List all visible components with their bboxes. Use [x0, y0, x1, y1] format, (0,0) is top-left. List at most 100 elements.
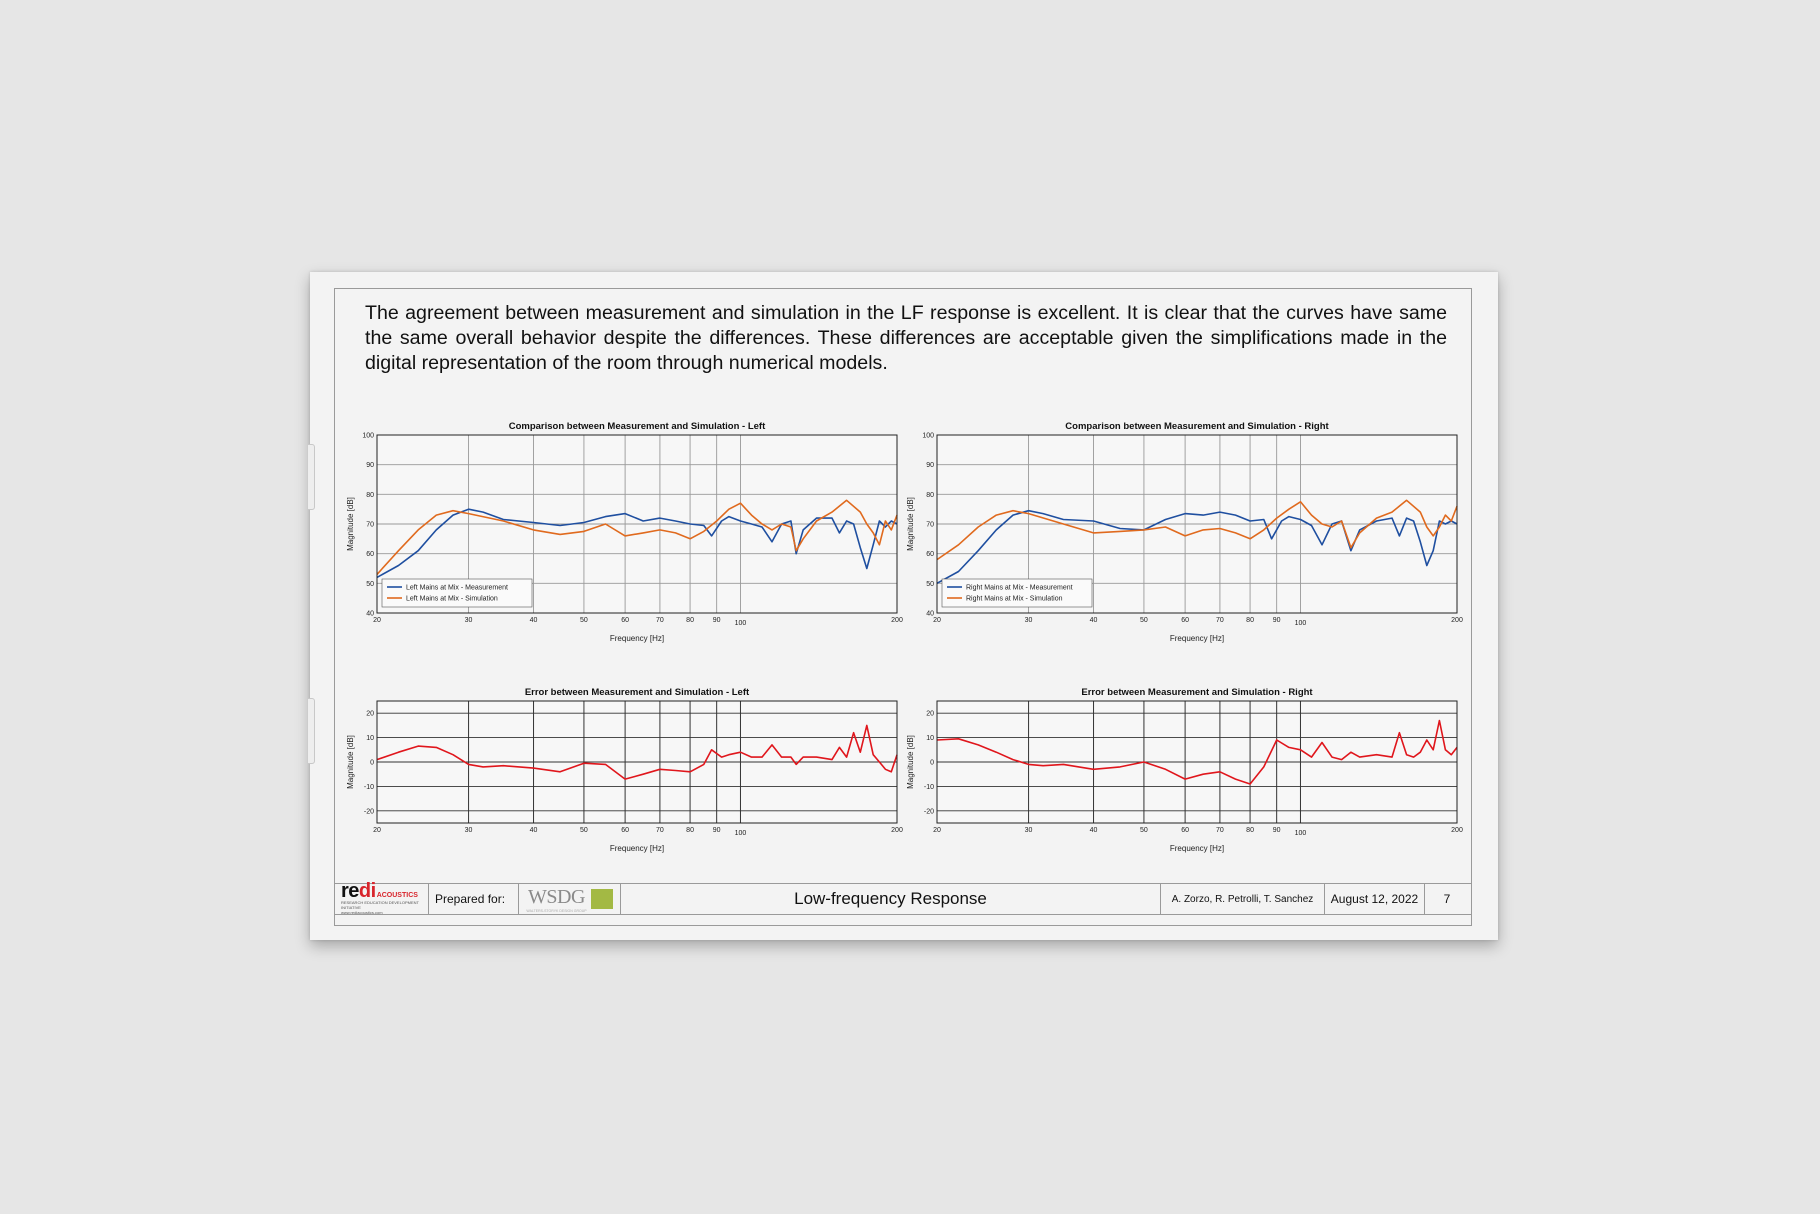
x-tick-label: 90 [713, 827, 721, 834]
prepared-for-label: Prepared for: [429, 884, 519, 914]
chart-title: Error between Measurement and Simulation… [525, 687, 750, 698]
y-tick-label: 70 [926, 522, 934, 529]
comparison-chart-left: Comparison between Measurement and Simul… [346, 421, 903, 643]
x-tick-label: 200 [891, 617, 903, 624]
chart-title: Error between Measurement and Simulation… [1081, 687, 1313, 698]
x-tick-label: 70 [656, 827, 664, 834]
series-line [936, 499, 1458, 561]
legend-box [941, 578, 1093, 608]
x-tick-label: 70 [1216, 827, 1224, 834]
series-line [936, 719, 1458, 785]
x-tick-label: 80 [1246, 827, 1254, 834]
footer-date: August 12, 2022 [1325, 884, 1425, 914]
plot-frame [376, 700, 898, 824]
x-tick-label: 100 [735, 830, 747, 837]
x-tick-label: 200 [891, 827, 903, 834]
legend-label: Left Mains at Mix - Simulation [406, 596, 498, 603]
x-tick-label: 50 [580, 617, 588, 624]
y-tick-label: 90 [926, 462, 934, 469]
y-tick-label: 20 [926, 711, 934, 718]
y-tick-label: 20 [366, 711, 374, 718]
report-page: The agreement between measurement and si… [308, 272, 1498, 940]
x-tick-label: 60 [1181, 617, 1189, 624]
x-tick-label: 90 [713, 617, 721, 624]
y-tick-label: 40 [926, 611, 934, 618]
x-tick-label: 40 [1090, 827, 1098, 834]
series-line [376, 724, 898, 780]
x-tick-label: 20 [373, 827, 381, 834]
y-tick-label: 80 [926, 492, 934, 499]
chart-title: Comparison between Measurement and Simul… [509, 421, 766, 432]
y-tick-label: 60 [926, 551, 934, 558]
x-tick-label: 50 [580, 827, 588, 834]
y-tick-label: -20 [364, 808, 374, 815]
y-tick-label: 0 [930, 760, 934, 767]
x-tick-label: 50 [1140, 827, 1148, 834]
x-tick-label: 100 [1295, 620, 1307, 627]
series-line [936, 509, 1458, 585]
y-tick-label: 10 [926, 735, 934, 742]
x-tick-label: 60 [621, 617, 629, 624]
x-axis-label: Frequency [Hz] [610, 634, 664, 643]
y-tick-label: 60 [366, 551, 374, 558]
x-tick-label: 60 [1181, 827, 1189, 834]
series-line [376, 499, 898, 575]
legend-label: Right Mains at Mix - Measurement [966, 585, 1073, 592]
error-chart-right: Error between Measurement and Simulation… [906, 687, 1463, 853]
y-tick-label: 100 [362, 433, 374, 440]
x-tick-label: 20 [373, 617, 381, 624]
chart-title: Comparison between Measurement and Simul… [1065, 421, 1329, 432]
x-tick-label: 40 [530, 827, 538, 834]
plot-frame [936, 434, 1458, 614]
x-tick-label: 30 [465, 617, 473, 624]
x-tick-label: 80 [1246, 617, 1254, 624]
x-tick-label: 60 [621, 827, 629, 834]
comparison-chart-right: Comparison between Measurement and Simul… [906, 421, 1463, 643]
redi-logo: rediACOUSTICS RESEARCH EDUCATION DEVELOP… [335, 881, 429, 915]
footer-title: Low-frequency Response [621, 884, 1161, 914]
x-axis-label: Frequency [Hz] [1170, 634, 1224, 643]
wsdg-logo: WSDG WALTERS-STORYK DESIGN GROUP [519, 884, 621, 914]
footer-authors: A. Zorzo, R. Petrolli, T. Sanchez [1161, 884, 1325, 914]
legend-box [381, 578, 533, 608]
y-tick-label: 40 [366, 611, 374, 618]
page-number: 7 [1443, 892, 1451, 906]
y-tick-label: -20 [924, 808, 934, 815]
x-tick-label: 20 [933, 827, 941, 834]
legend-label: Right Mains at Mix - Simulation [966, 596, 1063, 603]
error-chart-left: Error between Measurement and Simulation… [346, 687, 903, 853]
plot-frame [936, 700, 1458, 824]
y-axis-label: Magnitude [dB] [906, 497, 915, 551]
page-frame: The agreement between measurement and si… [334, 288, 1472, 926]
x-axis-label: Frequency [Hz] [1170, 844, 1224, 853]
x-tick-label: 90 [1273, 827, 1281, 834]
binder-tab [308, 698, 315, 764]
y-tick-label: 80 [366, 492, 374, 499]
x-tick-label: 100 [735, 620, 747, 627]
x-tick-label: 80 [686, 617, 694, 624]
x-tick-label: 30 [465, 827, 473, 834]
binder-tab [308, 444, 315, 510]
y-axis-label: Magnitude [dB] [346, 735, 355, 789]
x-tick-label: 40 [530, 617, 538, 624]
y-tick-label: 50 [926, 581, 934, 588]
x-tick-label: 100 [1295, 830, 1307, 837]
x-tick-label: 30 [1025, 617, 1033, 624]
y-tick-label: 70 [366, 522, 374, 529]
x-tick-label: 200 [1451, 617, 1463, 624]
y-tick-label: 90 [366, 462, 374, 469]
y-axis-label: Magnitude [dB] [906, 735, 915, 789]
y-tick-label: 0 [370, 760, 374, 767]
x-axis-label: Frequency [Hz] [610, 844, 664, 853]
x-tick-label: 70 [656, 617, 664, 624]
x-tick-label: 50 [1140, 617, 1148, 624]
y-tick-label: 10 [366, 735, 374, 742]
intro-paragraph: The agreement between measurement and si… [365, 302, 1447, 374]
x-tick-label: 20 [933, 617, 941, 624]
x-tick-label: 200 [1451, 827, 1463, 834]
x-tick-label: 80 [686, 827, 694, 834]
y-tick-label: -10 [364, 784, 374, 791]
y-tick-label: 50 [366, 581, 374, 588]
y-tick-label: 100 [922, 433, 934, 440]
page-footer: rediACOUSTICS RESEARCH EDUCATION DEVELOP… [335, 881, 1471, 915]
